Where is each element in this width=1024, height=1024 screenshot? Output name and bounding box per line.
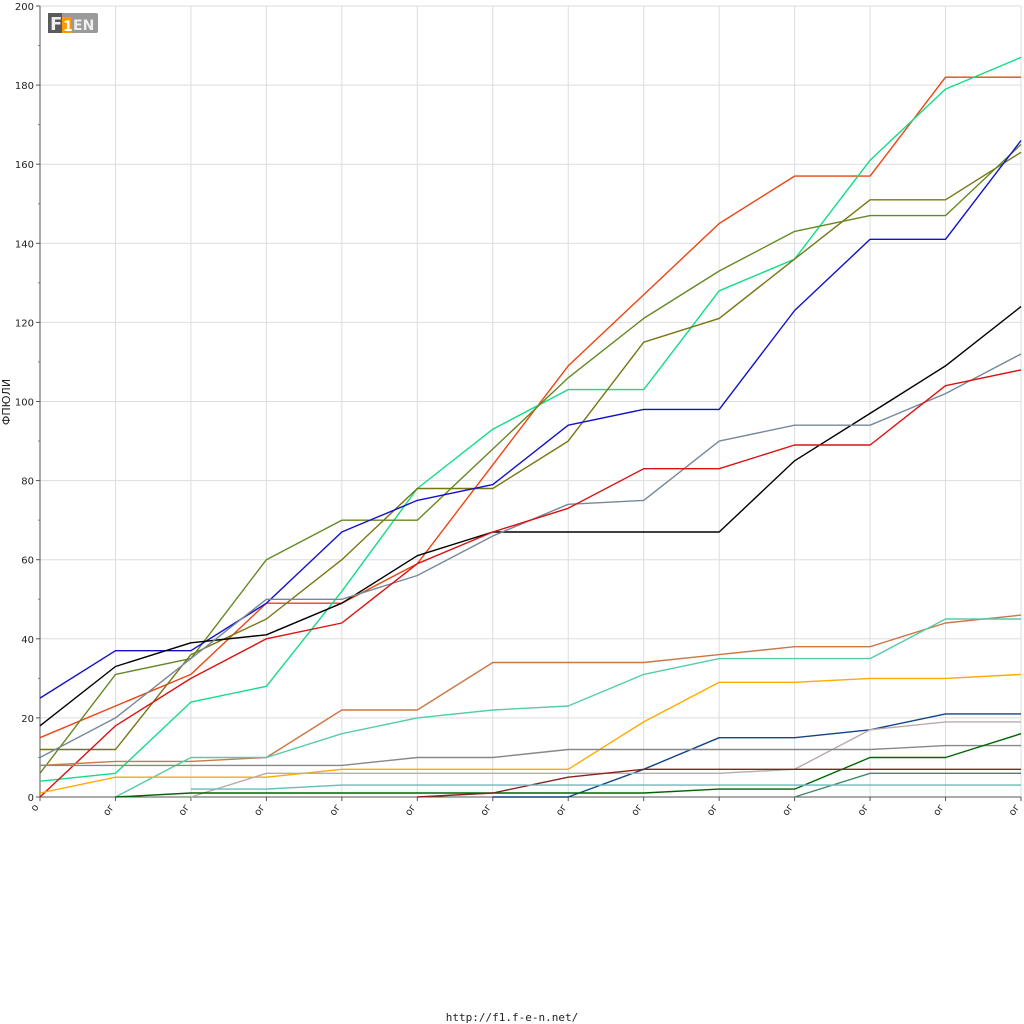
series-line-5 bbox=[39, 306, 1022, 727]
series-line-1 bbox=[39, 56, 1022, 782]
x-tick-label: oг bbox=[630, 802, 646, 818]
y-tick-label: 80 bbox=[21, 477, 34, 488]
y-tick-label: 140 bbox=[15, 239, 34, 250]
x-tick-label: oг bbox=[554, 802, 570, 818]
x-tick-label: oг bbox=[1007, 802, 1023, 818]
footer-url[interactable]: http://f1.f-e-n.net/ bbox=[445, 1011, 579, 1024]
x-tick-label: oг bbox=[931, 802, 947, 818]
x-tick-label: oг bbox=[479, 802, 495, 818]
y-tick-label: 180 bbox=[15, 81, 34, 92]
tick-labels: 0 20 40 60 80 100 120 140 160 180 200 o oг oг oг oг oг oг… bbox=[0, 2, 1022, 818]
series-line-4 bbox=[39, 140, 1022, 699]
svg-text:1: 1 bbox=[63, 19, 73, 35]
fen-logo: F 1 EN bbox=[46, 9, 100, 36]
series-line-7 bbox=[39, 369, 1022, 798]
series-line-13 bbox=[40, 744, 1021, 767]
y-tick-label: 160 bbox=[15, 160, 34, 171]
x-tick-label: oг bbox=[781, 802, 797, 818]
x-tick-label: oг bbox=[101, 802, 117, 818]
y-axis-title: ФПЮЛИ bbox=[0, 379, 13, 425]
x-tick-label: oг bbox=[328, 802, 344, 818]
y-tick-label: 60 bbox=[21, 556, 34, 567]
x-tick-label: oг bbox=[177, 802, 193, 818]
svg-text:F: F bbox=[50, 14, 62, 35]
x-tick-label: oг bbox=[252, 802, 268, 818]
series-line-14 bbox=[115, 733, 1022, 798]
series-lines bbox=[39, 56, 1022, 798]
x-tick-label: oг bbox=[705, 802, 721, 818]
series-line-10 bbox=[39, 673, 1022, 794]
y-tick-label: 200 bbox=[15, 2, 34, 13]
series-line-9 bbox=[115, 618, 1021, 798]
axes bbox=[36, 5, 1022, 801]
x-tick-label: o bbox=[29, 802, 42, 813]
x-tick-label: oг bbox=[856, 802, 872, 818]
y-tick-label: 100 bbox=[15, 398, 34, 409]
y-tick-label: 0 bbox=[28, 793, 34, 804]
x-tick-label: oг bbox=[403, 802, 419, 818]
y-tick-label: 120 bbox=[15, 318, 34, 329]
svg-text:EN: EN bbox=[73, 18, 94, 34]
fen-logo-icon: F 1 EN bbox=[48, 13, 98, 35]
y-tick-label: 20 bbox=[21, 714, 34, 725]
series-line-8 bbox=[39, 614, 1022, 767]
series-line-17 bbox=[190, 784, 1021, 790]
series-line-15 bbox=[417, 768, 1021, 798]
y-tick-label: 40 bbox=[21, 635, 34, 646]
